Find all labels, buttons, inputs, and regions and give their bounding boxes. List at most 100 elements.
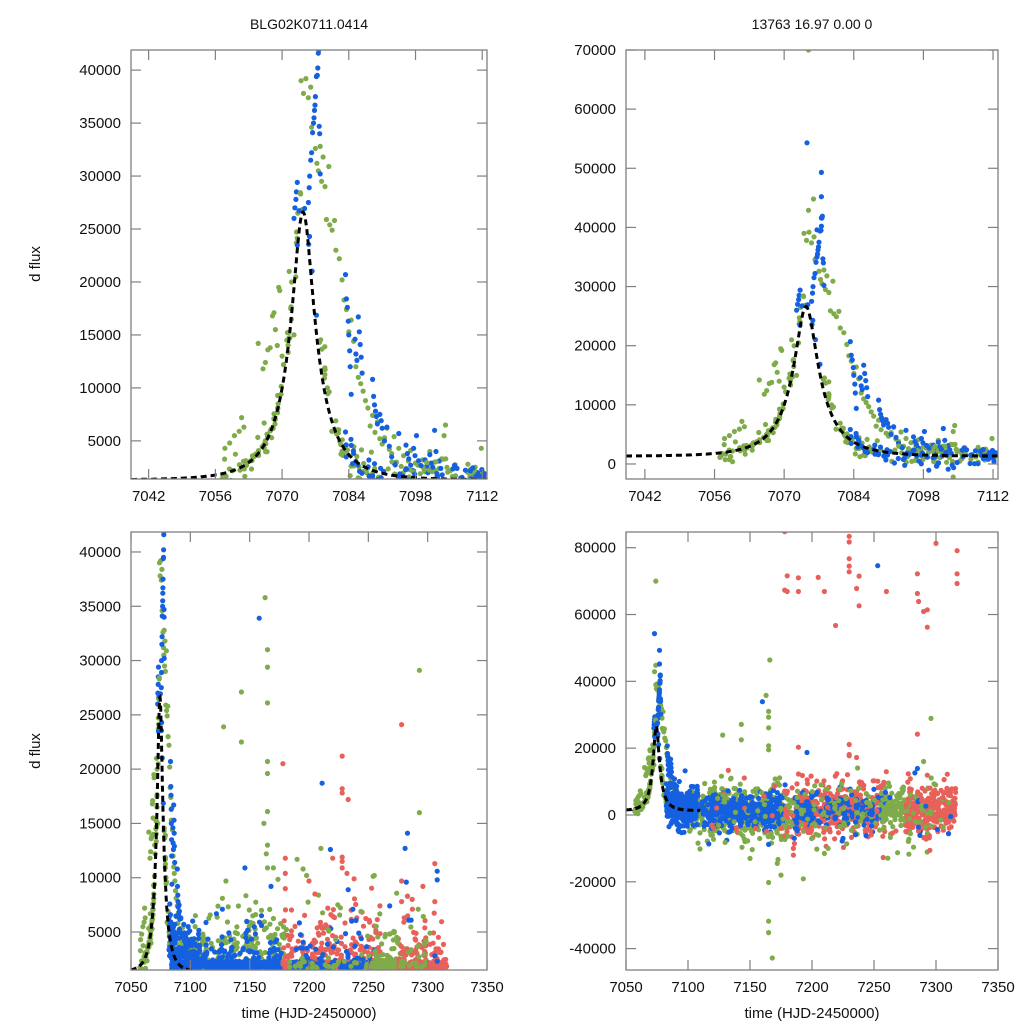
data-point-red: [282, 966, 288, 970]
data-point-green: [208, 940, 214, 946]
data-point-green: [837, 420, 843, 426]
data-point-green: [141, 969, 143, 970]
data-point-blue: [690, 822, 696, 828]
data-point-green: [756, 429, 762, 436]
data-point-blue: [413, 433, 420, 439]
data-point-blue: [160, 554, 167, 561]
data-point-green: [721, 435, 728, 442]
data-point-green: [252, 945, 258, 951]
data-point-green: [729, 459, 736, 465]
data-point-red: [443, 963, 450, 970]
data-point-blue: [852, 390, 858, 396]
data-point-blue: [693, 813, 699, 820]
data-point-green: [189, 972, 194, 977]
data-point-blue: [677, 800, 683, 806]
data-point-blue: [219, 934, 225, 940]
data-point-green: [200, 931, 206, 937]
y-tick-label: 5000: [88, 433, 121, 450]
data-point-red: [339, 753, 345, 759]
data-point-blue: [434, 877, 440, 883]
axes-frame: [625, 49, 999, 480]
data-point-green: [278, 921, 284, 927]
data-point-blue: [274, 964, 280, 970]
data-point-red: [413, 937, 419, 943]
data-point-green: [303, 76, 309, 82]
data-point-blue: [671, 776, 678, 782]
data-point-blue: [340, 963, 346, 970]
data-point-green: [190, 971, 195, 976]
data-point-blue: [343, 454, 349, 460]
model-curve: [131, 210, 487, 479]
data-point-green: [722, 457, 728, 463]
data-point-green: [448, 486, 453, 491]
data-point-blue: [888, 431, 894, 437]
data-point-blue: [385, 489, 390, 494]
data-point-blue: [450, 466, 456, 472]
data-point-blue: [699, 799, 706, 805]
data-point-green: [391, 434, 397, 440]
data-point-green: [424, 480, 429, 485]
data-point-green: [324, 385, 330, 391]
data-point-blue: [181, 930, 187, 936]
data-point-blue: [681, 823, 687, 829]
data-point-blue: [296, 920, 302, 926]
data-point-green: [188, 970, 193, 975]
data-point-green: [192, 913, 198, 919]
data-point-green: [289, 279, 295, 285]
data-point-green: [139, 931, 145, 937]
data-point-blue: [818, 215, 825, 221]
data-point-green: [243, 458, 249, 464]
data-point-green: [234, 924, 240, 930]
data-point-green: [323, 216, 329, 223]
data-point-green: [285, 342, 291, 348]
data-point-blue: [411, 445, 417, 451]
data-point-green: [215, 903, 221, 909]
data-point-green: [301, 959, 307, 965]
data-point-green: [172, 888, 179, 894]
data-point-green: [150, 798, 156, 804]
data-point-green: [810, 196, 817, 202]
data-point-green: [438, 480, 443, 485]
data-point-red: [422, 925, 428, 931]
data-point-green: [327, 222, 333, 228]
data-point-blue: [795, 301, 801, 307]
data-point-green: [844, 341, 850, 348]
data-point-green: [728, 454, 734, 460]
data-point-green: [440, 456, 446, 462]
data-point-green: [450, 482, 455, 487]
data-point-blue: [404, 466, 410, 472]
data-point-green: [892, 447, 898, 453]
data-point-green: [731, 428, 738, 435]
data-point-blue: [186, 970, 191, 975]
data-point-blue: [821, 282, 827, 288]
data-point-green: [728, 776, 734, 782]
data-point-blue: [186, 942, 192, 948]
data-point-blue: [168, 783, 174, 790]
data-point-blue: [416, 458, 422, 464]
data-point-blue: [954, 459, 960, 466]
x-tick-label: 7350: [470, 979, 503, 996]
data-point-green: [162, 668, 168, 675]
title-left: BLG02K0711.0414: [250, 16, 368, 32]
data-point-green: [822, 286, 829, 293]
data-point-green: [379, 957, 385, 963]
data-point-red: [377, 903, 383, 909]
data-point-green: [300, 90, 307, 96]
data-point-blue: [307, 943, 313, 949]
data-point-green: [421, 467, 427, 473]
data-point-blue: [432, 427, 438, 433]
data-point-red: [292, 923, 298, 930]
data-point-green: [395, 940, 401, 946]
data-point-blue: [387, 903, 393, 909]
data-point-blue: [967, 460, 973, 467]
data-point-green: [264, 700, 271, 706]
data-point-blue: [814, 227, 820, 233]
data-point-green: [305, 95, 311, 101]
data-point-green: [406, 963, 412, 969]
data-point-green: [790, 357, 797, 363]
data-point-green: [262, 595, 268, 601]
data-point-green: [246, 907, 252, 913]
data-point-blue: [196, 927, 202, 933]
data-point-green: [803, 237, 810, 243]
data-point-green: [418, 964, 424, 970]
